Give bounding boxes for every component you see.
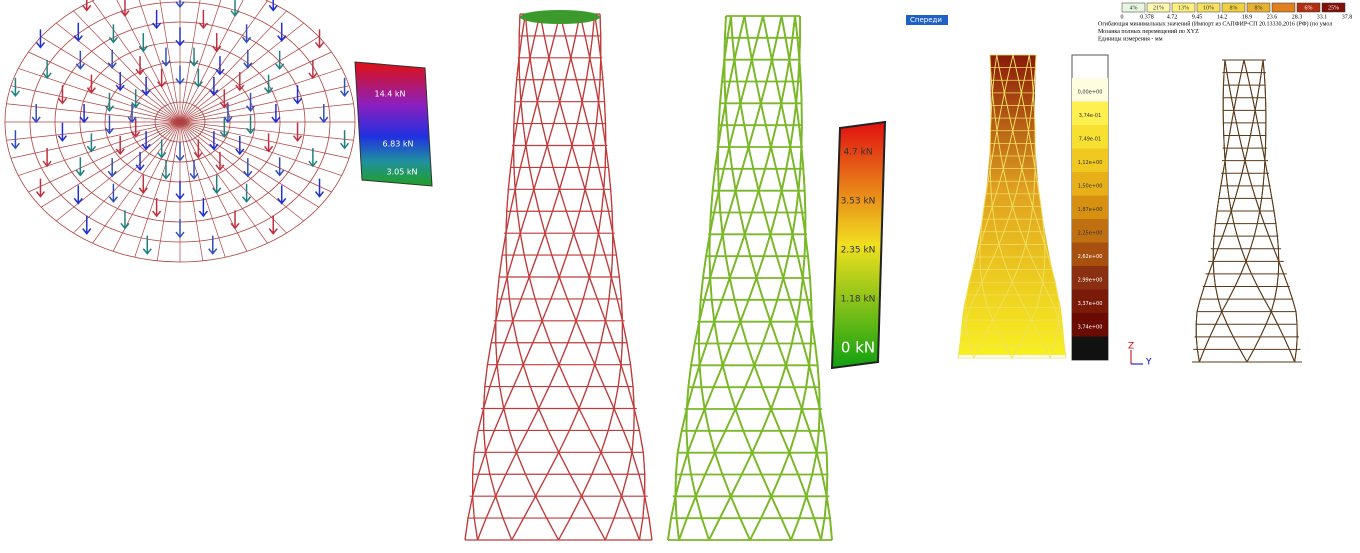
- scene: Спереди 0,00e+00 3,74e-01 7,49e-01 1,12e+00…: [0, 0, 1360, 553]
- load-legend-label: 3.05 kN: [387, 168, 418, 177]
- force-legend-label: 0 kN: [841, 339, 875, 357]
- legend-label: 1,50e+00: [1078, 184, 1103, 190]
- rib: [28, 122, 180, 192]
- rib: [180, 122, 203, 261]
- caption: Мозаика полных перемещений по XYZ: [1098, 28, 1199, 35]
- legend-swatch: [1072, 337, 1108, 361]
- load-legend-label: 14.4 kN: [375, 90, 406, 99]
- scale-percent: 8%: [1255, 5, 1263, 11]
- scale-value: 0.378: [1140, 14, 1154, 20]
- rib: [180, 122, 332, 192]
- legend-label: 2,62e+00: [1078, 254, 1103, 260]
- y-label: Y: [1145, 358, 1152, 368]
- scale-percent: 13%: [1178, 5, 1189, 11]
- force-legend-label: 3.53 kN: [841, 197, 876, 207]
- legend-label: 7,49e-01: [1079, 137, 1101, 143]
- scale-percent: 10%: [1203, 5, 1214, 11]
- load-legend-label: 6.83 kN: [383, 140, 414, 149]
- axes-icon: Z Y: [1128, 342, 1152, 368]
- view-button-label[interactable]: Спереди: [910, 16, 942, 24]
- caption: Единицы измерения - мм: [1098, 36, 1163, 42]
- tower-front: [1192, 60, 1302, 362]
- rib: [18, 122, 180, 176]
- rib: [180, 52, 332, 122]
- legend-label: 3,74e+00: [1078, 325, 1103, 331]
- scale-percent: 4%: [1130, 5, 1138, 11]
- caption: Огибающая минимальных значений (Импорт и…: [1098, 20, 1332, 27]
- scale-value: 33.1: [1317, 14, 1328, 20]
- scale-percent: 8%: [1230, 5, 1238, 11]
- rib: [6, 104, 180, 122]
- tower-stress: [668, 16, 832, 540]
- rib: [6, 122, 180, 140]
- force-legend-label: 1.18 kN: [841, 295, 876, 305]
- legend-label: 1,12e+00: [1078, 160, 1103, 166]
- dome-plan: [5, 0, 355, 262]
- force-legend-label: 2.35 kN: [841, 246, 876, 256]
- scale-value: 9.45: [1192, 14, 1203, 20]
- scale-percent: 6%: [1305, 5, 1313, 11]
- force-legend-label: 4.7 kN: [843, 148, 872, 158]
- legend-label: 3,74e-01: [1079, 113, 1101, 119]
- z-label: Z: [1128, 342, 1134, 352]
- page: Спереди 0,00e+00 3,74e-01 7,49e-01 1,12e+00…: [0, 0, 1360, 553]
- rib: [180, 122, 349, 158]
- displacement-legend: 0,00e+00 3,74e-01 7,49e-01 1,12e+00 1,50e+00…: [1072, 55, 1108, 360]
- scale-value: 4.72: [1167, 14, 1178, 20]
- scale-value: 23.6: [1267, 14, 1278, 20]
- rib: [11, 122, 180, 158]
- rib: [28, 52, 180, 122]
- rib: [93, 122, 181, 243]
- legend-label: 1,87e+00: [1078, 207, 1103, 213]
- rib: [157, 0, 180, 122]
- legend-label: 2,99e+00: [1078, 278, 1103, 284]
- tower-forces: [465, 14, 652, 540]
- rib: [180, 68, 342, 122]
- rib: [180, 122, 304, 221]
- scale-cell: [1272, 3, 1295, 12]
- rib: [180, 122, 268, 243]
- rib: [18, 68, 180, 122]
- legend-label: 0,00e+00: [1078, 90, 1103, 96]
- rib: [180, 104, 354, 122]
- rib: [157, 122, 180, 261]
- scale-value: 37.8: [1342, 14, 1353, 20]
- percent-scale: 4% 21% 13% 10% 8% 8% 6% 25% 0 0.378 4.72 9.45 14.2 18…: [1098, 3, 1352, 42]
- legend-label: 2,25e+00: [1078, 231, 1103, 237]
- scale-value: 18.9: [1242, 14, 1253, 20]
- scale-percent: 25%: [1328, 5, 1339, 11]
- tower-displacement: [958, 55, 1066, 358]
- rib: [180, 122, 354, 140]
- scale-value: 28.3: [1292, 14, 1303, 20]
- scale-value: 0: [1121, 14, 1124, 20]
- rib: [56, 122, 180, 221]
- tower-top: [520, 10, 600, 24]
- scale-percent: 21%: [1153, 5, 1164, 11]
- legend-label: 3,37e+00: [1078, 301, 1103, 307]
- rib: [180, 122, 342, 176]
- scale-value: 14.2: [1217, 14, 1228, 20]
- rib: [180, 0, 203, 122]
